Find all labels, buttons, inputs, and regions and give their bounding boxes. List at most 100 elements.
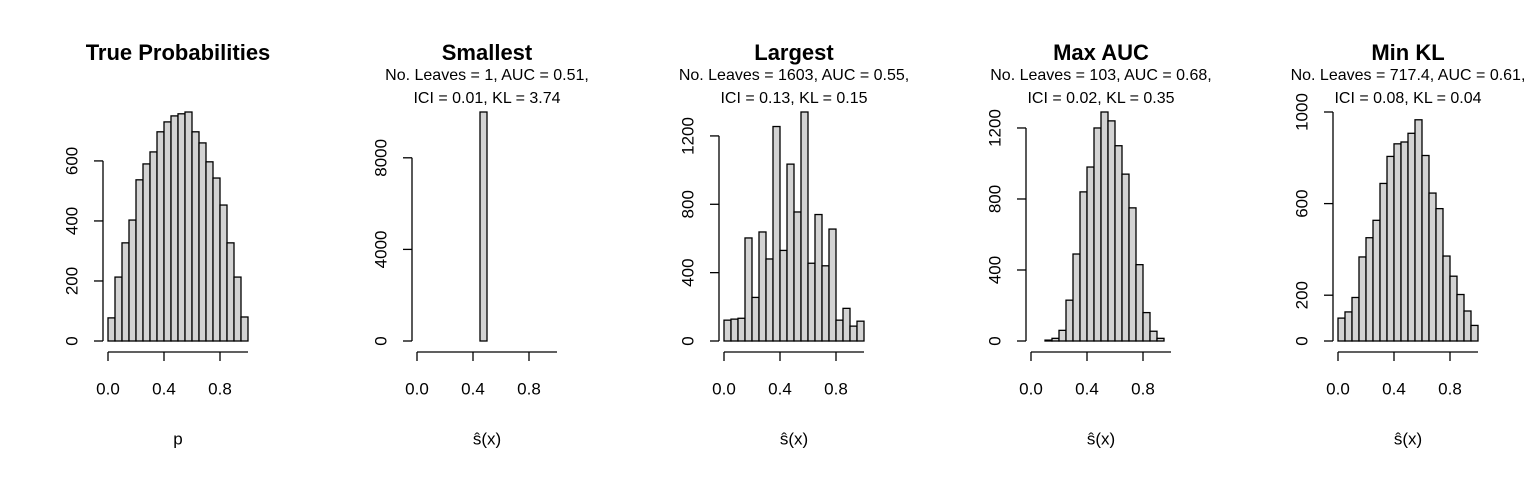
panel-subtitle: No. Leaves = 103, AUC = 0.68, (990, 67, 1211, 84)
bar (184, 111, 193, 342)
y-tick-label: 4000 (371, 230, 390, 268)
bar (107, 317, 116, 342)
bar (807, 262, 816, 342)
bar (163, 121, 172, 342)
bar (800, 111, 809, 342)
x-axis-label: ŝ(x) (1087, 429, 1115, 448)
y-tick-label: 0 (371, 336, 390, 345)
x-tick-label: 0.8 (1438, 379, 1462, 398)
x-tick-label: 0.8 (517, 379, 541, 398)
bar (1365, 237, 1374, 342)
x-tick-label: 0.8 (208, 379, 232, 398)
y-tick-label: 200 (62, 267, 81, 295)
bar (1100, 111, 1109, 342)
x-tick-label: 0.4 (152, 379, 176, 398)
panel-subtitle: ICI = 0.01, KL = 3.74 (413, 90, 560, 107)
bar (1051, 337, 1060, 342)
bar (205, 161, 214, 342)
bar (1086, 166, 1095, 342)
y-tick-label: 600 (62, 147, 81, 175)
x-tick-label: 0.0 (1326, 379, 1350, 398)
y-tick-label: 600 (1292, 189, 1311, 217)
bar (786, 163, 795, 342)
bar (821, 265, 830, 342)
bar (1128, 207, 1137, 342)
y-tick-label: 1200 (678, 117, 697, 155)
y-tick-label: 400 (678, 258, 697, 286)
bar (240, 316, 249, 342)
bar (1428, 192, 1437, 342)
y-tick-label: 0 (678, 336, 697, 345)
x-axis-label: ŝ(x) (473, 429, 501, 448)
bar (849, 325, 858, 342)
bar (142, 163, 151, 342)
bar (1149, 330, 1158, 342)
bar (149, 151, 158, 342)
x-tick-label: 0.4 (461, 379, 485, 398)
bar (828, 228, 837, 342)
bar (226, 242, 235, 342)
panel-subtitle: No. Leaves = 717.4, AUC = 0.61, (1291, 67, 1526, 84)
y-tick-label: 0 (62, 336, 81, 345)
bar (1065, 299, 1074, 342)
bar (793, 211, 802, 342)
bar (1351, 296, 1360, 342)
x-axis-label: p (173, 429, 182, 448)
x-tick-label: 0.8 (824, 379, 848, 398)
y-tick-label: 800 (678, 190, 697, 218)
bar (772, 125, 781, 342)
panel-title: Smallest (442, 40, 533, 65)
bar (842, 307, 851, 342)
bar (765, 258, 774, 342)
bar (1379, 182, 1388, 342)
panel-subtitle: ICI = 0.13, KL = 0.15 (720, 90, 867, 107)
bar (1463, 310, 1472, 342)
panel-title: Max AUC (1053, 40, 1149, 65)
y-tick-label: 400 (985, 256, 1004, 284)
x-tick-label: 0.4 (768, 379, 792, 398)
bar (1414, 119, 1423, 342)
y-tick-label: 0 (1292, 336, 1311, 345)
bar (1156, 337, 1165, 342)
x-tick-label: 0.8 (1131, 379, 1155, 398)
y-tick-label: 200 (1292, 281, 1311, 309)
bar (1442, 255, 1451, 342)
x-tick-label: 0.4 (1382, 379, 1406, 398)
bar (1093, 127, 1102, 342)
x-tick-label: 0.4 (1075, 379, 1099, 398)
bar (1135, 264, 1144, 342)
bar (1058, 329, 1067, 342)
bar (128, 219, 137, 342)
bar (121, 242, 130, 342)
bar (233, 276, 242, 342)
bar (135, 179, 144, 342)
bar (737, 317, 746, 342)
y-tick-label: 400 (62, 207, 81, 235)
panel-subtitle: No. Leaves = 1, AUC = 0.51, (385, 67, 589, 84)
bar (1470, 324, 1479, 342)
panel-title: Min KL (1371, 40, 1444, 65)
y-tick-label: 1000 (1292, 93, 1311, 131)
bar (835, 319, 844, 342)
bar (1421, 154, 1430, 342)
bar (1449, 275, 1458, 342)
bar (212, 177, 221, 342)
panel-subtitle: ICI = 0.02, KL = 0.35 (1027, 90, 1174, 107)
bar (479, 111, 488, 342)
panel-title: True Probabilities (86, 40, 271, 65)
x-tick-label: 0.0 (96, 379, 120, 398)
bar (1079, 191, 1088, 342)
bar (744, 237, 753, 342)
bar (814, 213, 823, 342)
bar (1386, 155, 1395, 342)
x-tick-label: 0.0 (1019, 379, 1043, 398)
bar (1107, 120, 1116, 342)
bar (170, 115, 179, 342)
bar (1121, 173, 1130, 342)
bar (751, 296, 760, 342)
x-tick-label: 0.0 (712, 379, 736, 398)
bar (198, 142, 207, 342)
x-axis-label: ŝ(x) (1394, 429, 1422, 448)
bar (1044, 339, 1053, 342)
